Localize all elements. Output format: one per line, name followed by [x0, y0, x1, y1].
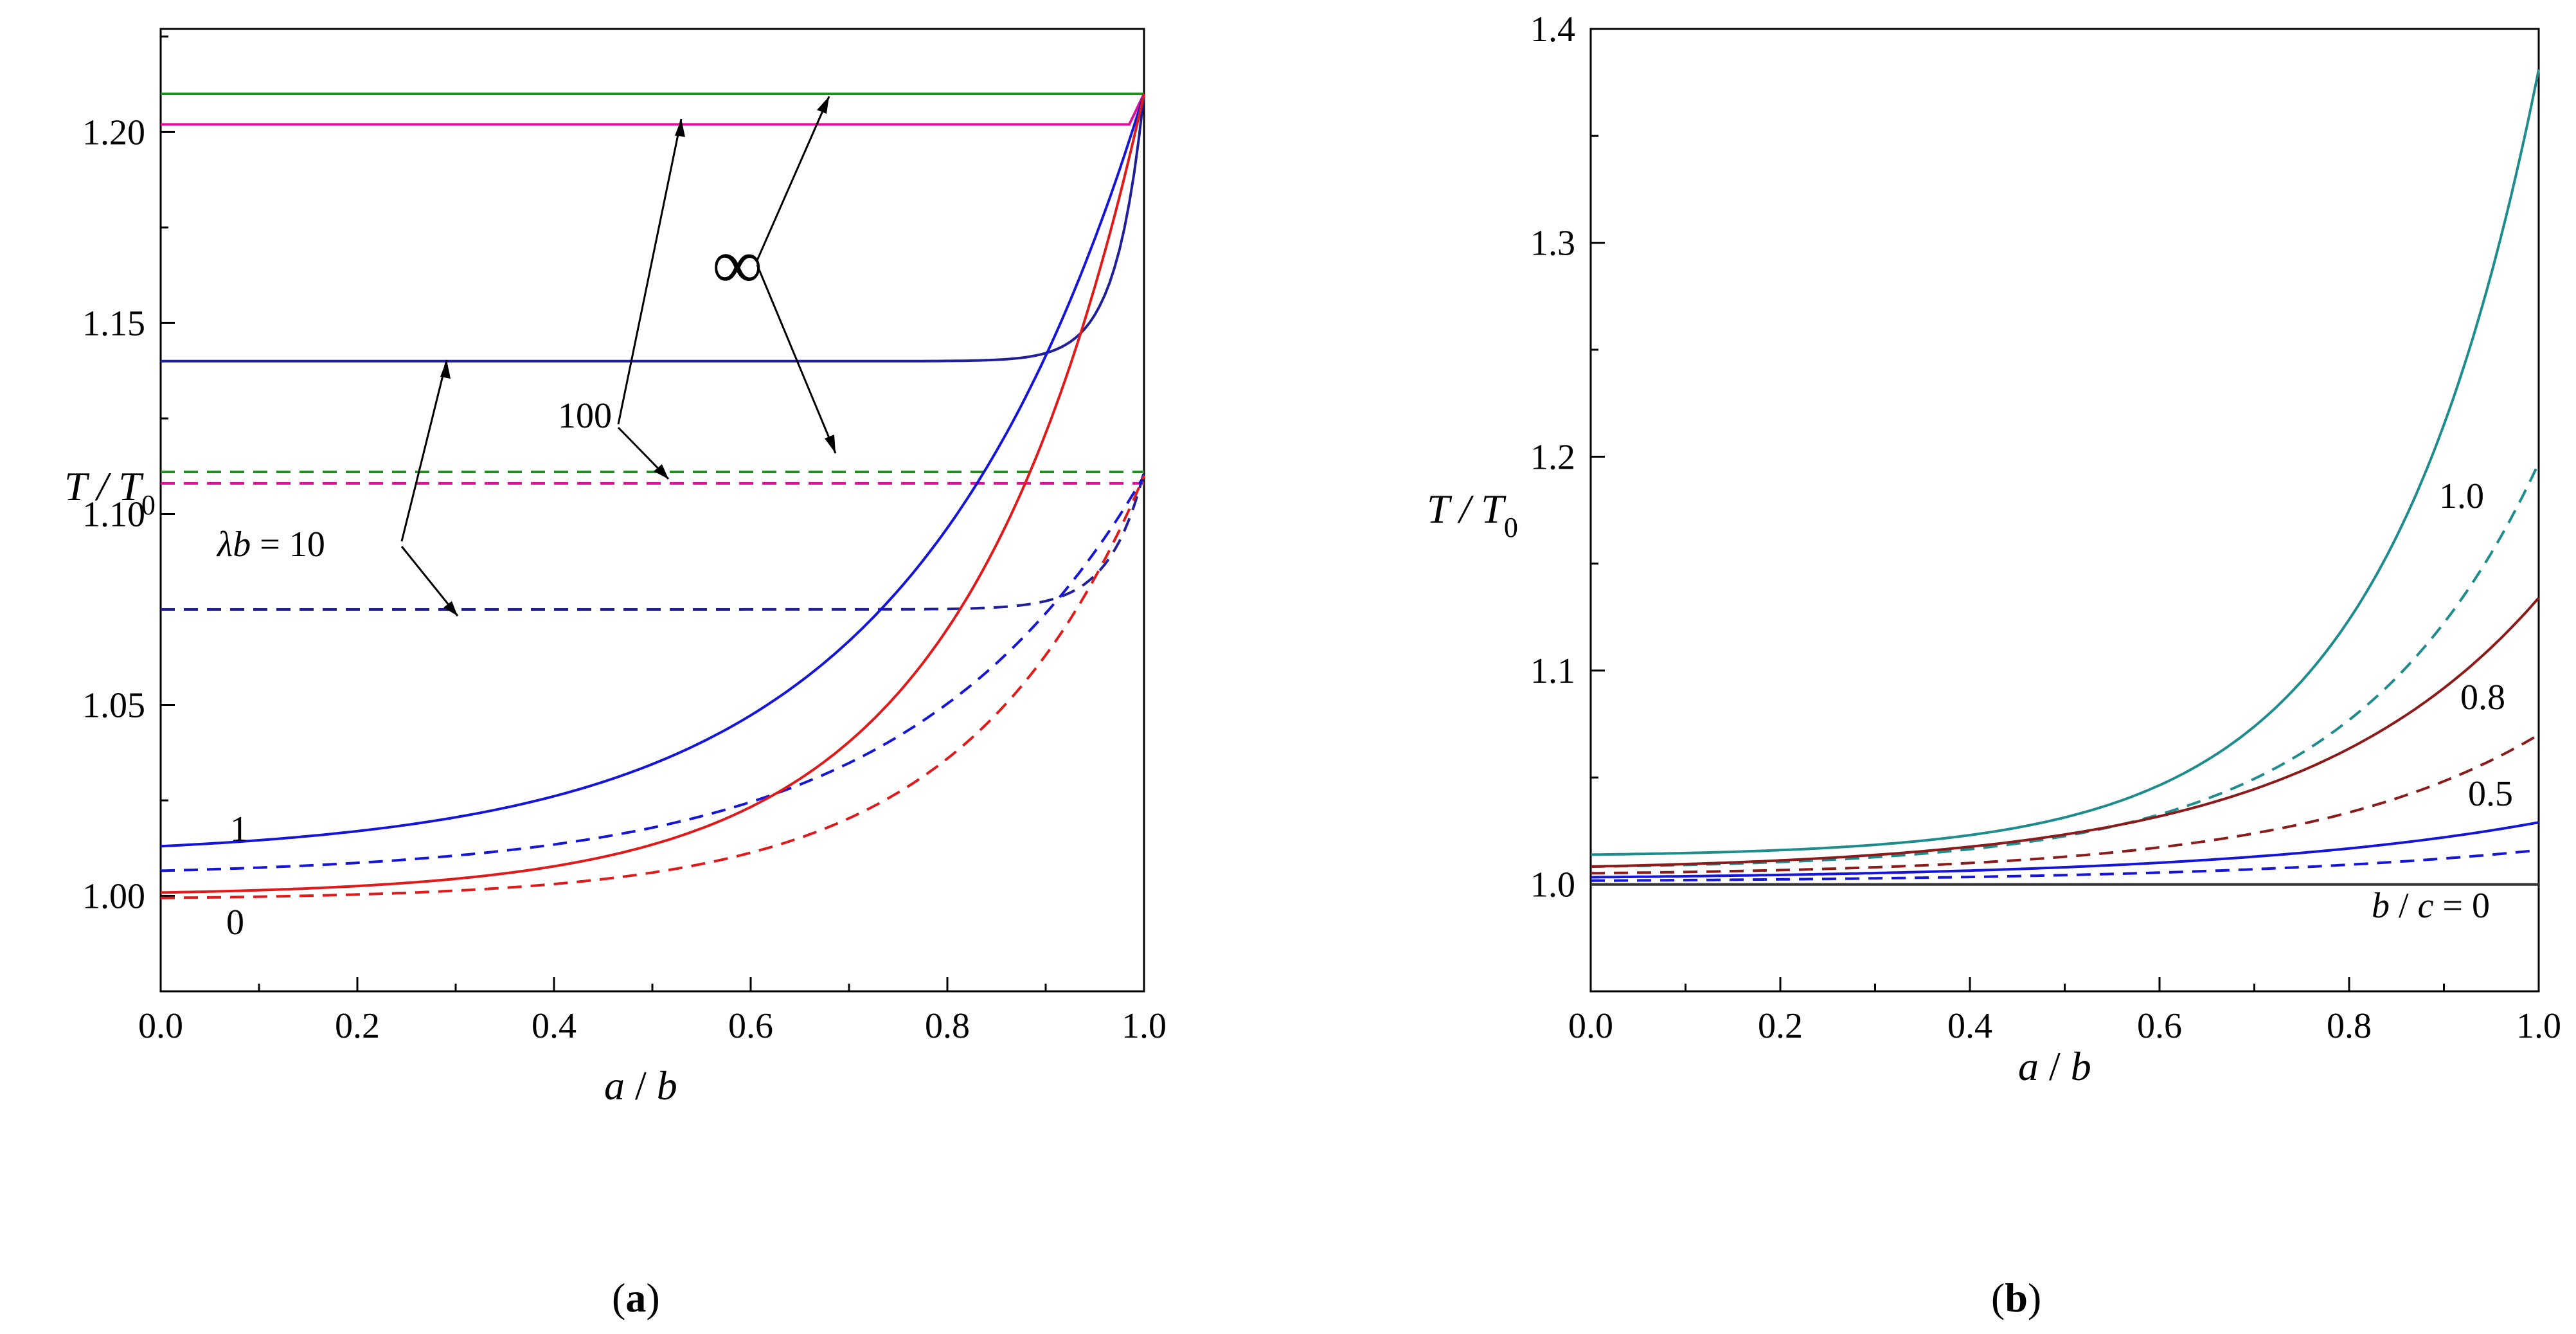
panel-b: 0.0 0.2 0.4 0.6 0.8 1.0 1.0 1.1 1.2 1.3 1.4 T / T…: [1427, 10, 2561, 1320]
arrowhead-100-dashed: [654, 464, 668, 479]
panel-a-series: [160, 93, 1145, 899]
arrowhead-infinity-dashed: [825, 435, 836, 453]
panel-a-x-tick-label-0: 0.0: [138, 1006, 183, 1046]
panel-a-arrows: [400, 96, 837, 617]
panel-b-caption: (b): [1991, 1275, 2041, 1320]
arrow-infinity-to-solid: [756, 96, 830, 261]
series-b-1-0-dashed: [1590, 462, 2540, 869]
panel-b-plot-frame: [1589, 28, 2540, 993]
panel-a-x-axis-label: a / b: [604, 1063, 677, 1108]
arrowhead-lambda-dashed: [443, 601, 458, 616]
series-a-0-dashed: [161, 475, 1145, 899]
panel-b-x-tick-label-5: 1.0: [2516, 1006, 2561, 1046]
panel-b-y-tick-label-4: 1.4: [1530, 10, 1575, 50]
series-a-100-solid: [161, 93, 1145, 126]
series-b-0-8-solid: [1590, 597, 2540, 868]
arrowhead-100-solid: [675, 119, 685, 137]
annotation-0: 0: [226, 903, 244, 942]
panel-b-y-tick-label-2: 1.2: [1530, 437, 1575, 477]
panel-b-y-tick-label-3: 1.3: [1530, 224, 1575, 264]
arrow-lambda-to-solid: [400, 359, 448, 542]
panel-a-y-tick-label-2: 1.10: [82, 494, 145, 534]
arrowhead-lambda-solid: [440, 360, 451, 379]
panel-a-arrowheads: [440, 96, 836, 616]
panel-a-x-ticks: 0.0 0.2 0.4 0.6 0.8 1.0: [138, 977, 1167, 1046]
arrowhead-infinity-solid: [817, 96, 829, 114]
panel-a-y-tick-label-3: 1.15: [82, 303, 145, 343]
panel-b-x-axis-label: a / b: [2018, 1043, 2091, 1089]
panel-a-x-tick-label-5: 1.0: [1122, 1006, 1167, 1046]
annotation-b-c-0: b / c = 0: [2372, 886, 2490, 926]
series-b-0-5-solid: [1591, 821, 2539, 879]
panel-b-x-tick-label-3: 0.6: [2137, 1006, 2182, 1046]
panel-b-x-tick-label-2: 0.4: [1947, 1006, 1992, 1046]
series-b-1-0-solid: [1590, 69, 2540, 856]
panel-a-y-tick-label-1: 1.05: [82, 685, 145, 725]
panel-a-plot-frame: [159, 28, 1145, 993]
panel-b-x-tick-label-0: 0.0: [1568, 1006, 1613, 1046]
panel-a-y-axis-label: T / T0: [64, 464, 156, 521]
annotation-1: 1: [230, 809, 248, 849]
annotation-0-5: 0.5: [2468, 774, 2513, 814]
annotation-0-8: 0.8: [2460, 678, 2505, 717]
annotation-100: 100: [558, 396, 612, 436]
panel-a-caption: (a): [612, 1275, 660, 1320]
annotation-infinity: ∞: [712, 225, 762, 303]
series-b-0-8-dashed: [1591, 734, 2540, 875]
series-a-1-dashed: [160, 474, 1145, 872]
panel-b-y-axis-label: T / T0: [1427, 486, 1518, 543]
panel-a-y-tick-label-4: 1.20: [82, 113, 145, 152]
panel-b-y-tick-label-0: 1.0: [1530, 865, 1575, 905]
panel-b-y-tick-label-1: 1.1: [1530, 651, 1575, 691]
panel-b-x-ticks: 0.0 0.2 0.4 0.6 0.8 1.0: [1568, 977, 2561, 1046]
panel-a-x-tick-label-4: 0.8: [925, 1006, 970, 1046]
panel-b-x-tick-label-4: 0.8: [2327, 1006, 2372, 1046]
series-a-0-solid: [160, 93, 1145, 894]
panel-a: 0.0 0.2 0.4 0.6 0.8 1.0 1.001.051.101.151.20 …: [64, 28, 1167, 1320]
panel-b-x-tick-label-1: 0.2: [1758, 1006, 1803, 1046]
panel-b-y-ticks: 1.0 1.1 1.2 1.3 1.4: [1530, 10, 1605, 905]
panel-a-y-ticks: 1.00 1.05 1.10 1.15 1.20: [82, 35, 175, 916]
arrow-infinity-to-dashed: [756, 264, 837, 454]
series-b-0-5-dashed: [1590, 849, 2539, 882]
panel-a-x-tick-label-1: 0.2: [335, 1006, 380, 1046]
panel-a-x-tick-label-2: 0.4: [532, 1006, 577, 1046]
annotation-lambda-b-10: λb = 10: [216, 525, 325, 564]
panel-a-y-tick-label-0: 1.00: [82, 876, 145, 916]
series-a-lambdab-10-solid: [161, 93, 1145, 363]
arrow-100-to-solid: [617, 118, 683, 425]
panel-b-series: [1590, 69, 2540, 886]
series-a-lambdab-10-dashed: [161, 471, 1145, 611]
panel-a-x-tick-label-3: 0.6: [728, 1006, 773, 1046]
annotation-1-0: 1.0: [2439, 476, 2484, 516]
series-a-1-solid: [160, 93, 1145, 848]
